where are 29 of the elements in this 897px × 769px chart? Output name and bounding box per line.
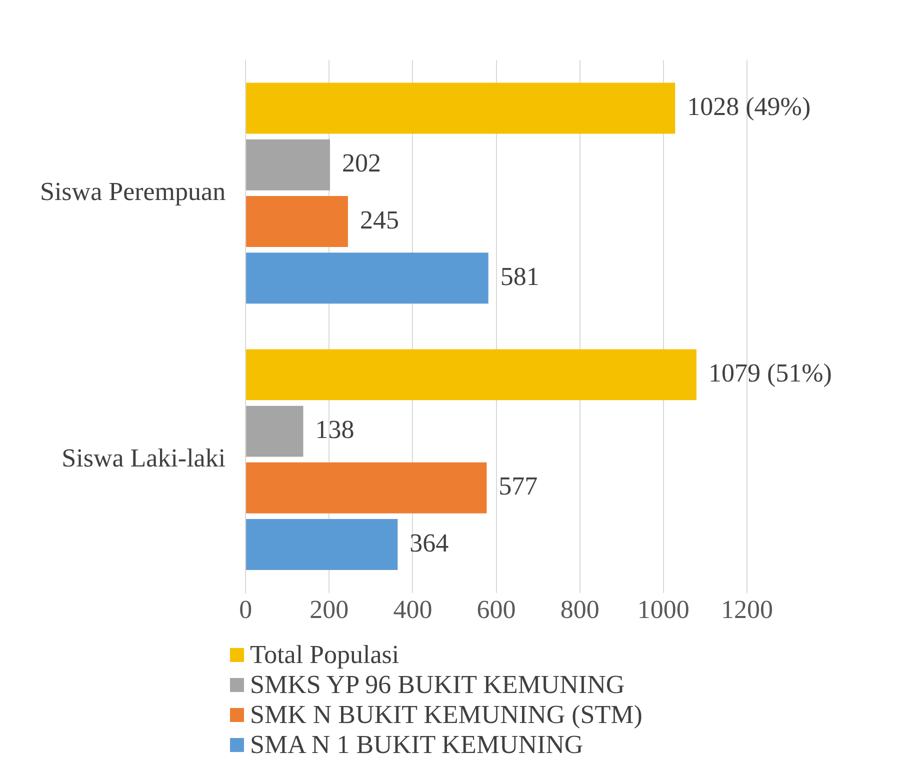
data-label: 202 [342,148,381,178]
legend-label: SMKS YP 96 BUKIT KEMUNING [250,670,625,700]
bar [246,519,398,570]
bar [246,139,330,190]
bar [246,406,304,457]
data-label: 245 [360,205,399,234]
bar [246,252,488,304]
data-label: 577 [498,472,538,501]
data-label: 364 [410,528,449,558]
data-label: 1079 (51%) [708,358,832,388]
bar [246,82,676,134]
y-tick-label: Siswa Laki-laki [62,443,226,472]
bar [246,349,696,400]
bar [246,462,487,514]
bar [246,196,348,247]
x-tick-label: 1000 [637,595,690,624]
x-tick-label: 800 [560,595,600,624]
legend-label: SMK N BUKIT KEMUNING (STM) [250,700,642,730]
data-label: 1028 (49%) [687,92,811,122]
x-tick-label: 600 [476,595,516,624]
data-label: 581 [500,262,540,291]
y-tick-label: Siswa Perempuan [40,177,226,206]
x-tick-label: 400 [393,595,432,624]
legend-label: Total Populasi [250,640,400,670]
x-tick-label: 1200 [721,595,773,624]
legend-label: SMA N 1 BUKIT KEMUNING [250,730,584,760]
data-label: 138 [315,415,354,444]
x-tick-label: 200 [310,595,349,624]
x-tick-label: 0 [239,595,252,624]
